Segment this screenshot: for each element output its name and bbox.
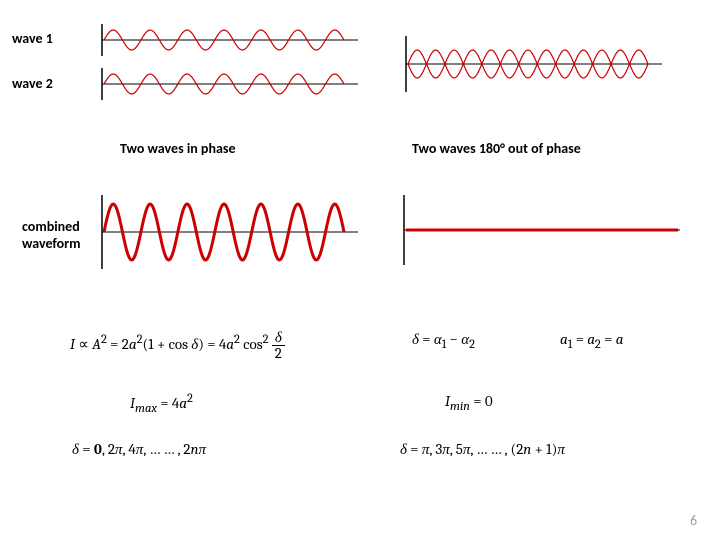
wave-combined-constructive xyxy=(100,195,360,269)
caption-out-of-phase: Two waves 180° out of phase xyxy=(412,140,581,157)
wave-top-left-1 xyxy=(100,24,360,56)
formula-delta-max: δ = 0, 2π, 4π, … … , 2nπ xyxy=(72,440,206,459)
combined-label: combined waveform xyxy=(22,218,81,252)
formula-delta-min: δ = π, 3π, 5π, … … , (2n + 1)π xyxy=(400,440,565,459)
formula-imax: Imax = 4a2 xyxy=(130,392,193,416)
wave1-label: wave 1 xyxy=(12,30,53,47)
formula-intensity: I ∝ A2 = 2a2(1 + cos δ) = 4a2 cos2 δ2 xyxy=(70,330,285,361)
page-number: 6 xyxy=(690,512,697,529)
wave-top-right-1 xyxy=(404,36,664,92)
wave2-label: wave 2 xyxy=(12,75,53,92)
wave-combined-destructive xyxy=(402,195,682,265)
wave-top-left-2 xyxy=(100,68,360,100)
formula-imin: Imin = 0 xyxy=(445,392,493,414)
formula-delta-def: δ = α1 − α2 xyxy=(412,330,475,352)
caption-in-phase: Two waves in phase xyxy=(120,140,236,157)
formula-amp-eq: a1 = a2 = a xyxy=(560,330,623,352)
